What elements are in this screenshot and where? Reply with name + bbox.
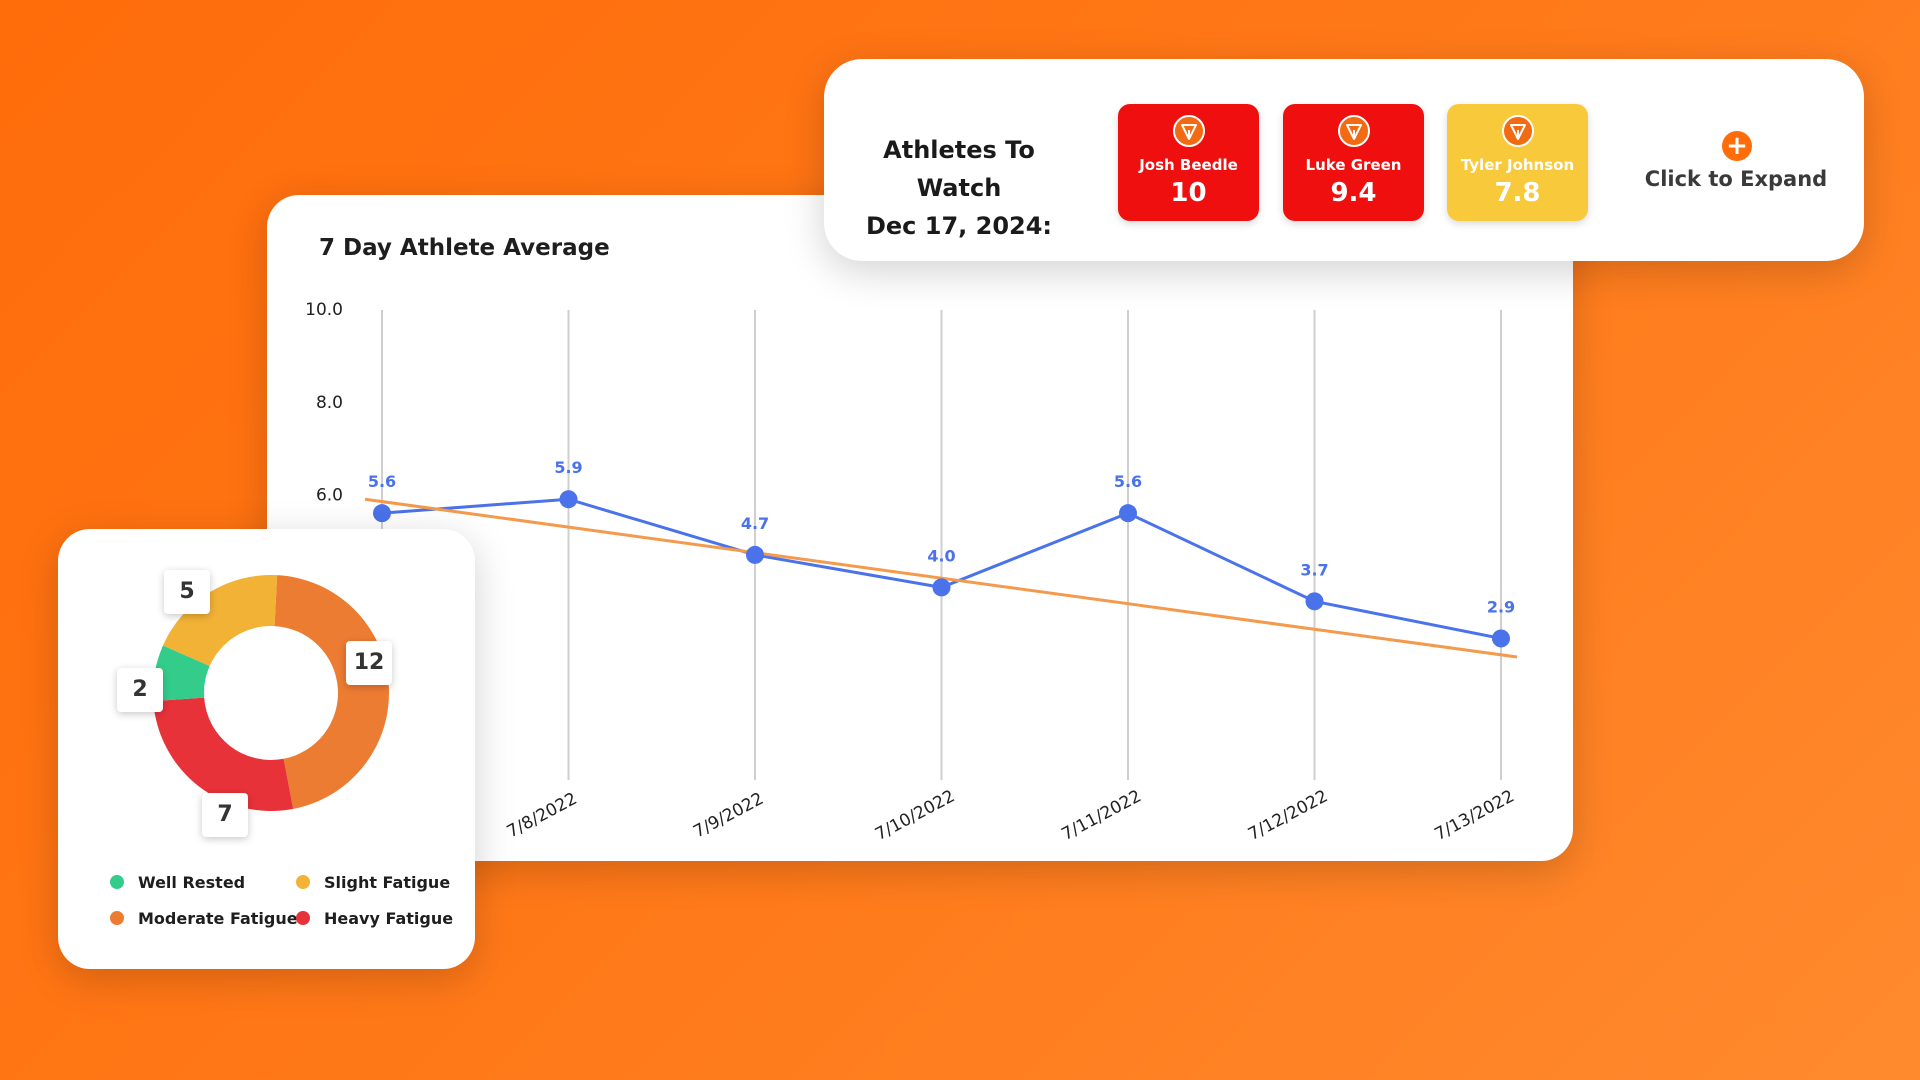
location-arrow-icon [1501,115,1534,147]
donut-label-slight-fatigue: 5 [164,570,210,614]
athlete-name: Luke Green [1305,156,1402,174]
legend-dot [110,911,124,925]
x-tick-label: 7/12/2022 [1245,786,1331,845]
athlete-name: Tyler Johnson [1460,156,1575,174]
data-label: 4.7 [741,514,769,533]
data-label: 3.7 [1300,560,1328,579]
legend-label: Moderate Fatigue [138,908,298,928]
data-label: 4.0 [927,546,955,565]
line-chart: 10.0 8.0 6.0 7/8/2022 7/9/2022 7/10/2022 7/11/… [305,300,1518,845]
data-point [1119,504,1137,523]
donut-segment-moderate-fatigue [274,575,390,809]
fatigue-donut-card: 5 12 2 7 Well Rested Slight Fatigue Mode… [58,529,475,969]
location-arrow-icon [1172,115,1205,147]
donut-label-moderate-fatigue: 12 [346,641,392,685]
donut-chart [153,575,390,811]
data-label: 5.9 [554,458,582,477]
trend-line [364,497,1518,659]
plus-icon: + [1722,131,1752,161]
athlete-score: 9.4 [1330,178,1377,208]
athlete-tile-tyler-johnson[interactable]: Tyler Johnson 7.8 [1447,104,1588,221]
donut-segment-slight-fatigue [163,575,278,666]
donut-segment-heavy-fatigue [153,697,294,811]
legend-moderate-fatigue: Moderate Fatigue [110,906,298,930]
x-tick-label: 7/9/2022 [690,789,767,843]
click-to-expand-button[interactable]: + Click to Expand [1636,131,1836,197]
legend-label: Well Rested [138,872,246,892]
legend-label: Slight Fatigue [324,872,451,892]
x-tick-label: 7/11/2022 [1058,786,1144,845]
data-label: 2.9 [1487,597,1515,616]
legend-label: Heavy Fatigue [324,908,454,928]
chart-title: 7 Day Athlete Average [319,235,610,261]
data-label: 5.6 [368,472,396,491]
donut-label-well-rested: 2 [117,668,163,712]
athlete-name: Josh Beedle [1139,156,1238,174]
data-point [932,578,951,597]
legend-dot [296,911,310,925]
legend-dot [296,875,310,889]
legend-slight-fatigue: Slight Fatigue [296,870,450,894]
watch-title-date: Dec 17, 2024: [865,212,1053,240]
data-point [1492,629,1510,648]
x-tick-label: 7/13/2022 [1431,786,1517,845]
location-arrow-icon [1337,115,1370,147]
y-tick-label: 8.0 [316,393,343,413]
athlete-tile-josh-beedle[interactable]: Josh Beedle 10 [1118,104,1259,221]
donut-segment-well-rested [153,645,210,702]
legend-heavy-fatigue: Heavy Fatigue [296,906,453,930]
data-point [559,490,578,509]
data-point [1305,592,1324,611]
y-tick-label: 6.0 [316,486,343,506]
athlete-score: 10 [1170,178,1207,208]
athlete-tile-luke-green[interactable]: Luke Green 9.4 [1283,104,1424,221]
x-tick-label: 7/8/2022 [504,789,581,843]
athlete-score: 7.8 [1494,178,1541,208]
line-chart-card: 7 Day Athlete Average 10.0 8.0 6.0 7/8/2022… [267,195,1573,861]
x-tick-label: 7/10/2022 [872,786,958,845]
expand-label: Click to Expand [1644,167,1828,191]
donut-label-heavy-fatigue: 7 [202,793,248,837]
athletes-to-watch-heading: Athletes To Watch Dec 17, 2024: [854,131,1064,245]
data-label: 5.6 [1114,472,1142,491]
athletes-to-watch-card: Athletes To Watch Dec 17, 2024: Josh Bee… [824,59,1864,261]
watch-title-line1: Athletes To Watch [883,136,1035,202]
legend-well-rested: Well Rested [110,870,245,894]
legend-dot [110,875,124,889]
data-point [746,545,764,564]
data-point [373,504,391,523]
y-tick-label: 10.0 [305,300,343,320]
